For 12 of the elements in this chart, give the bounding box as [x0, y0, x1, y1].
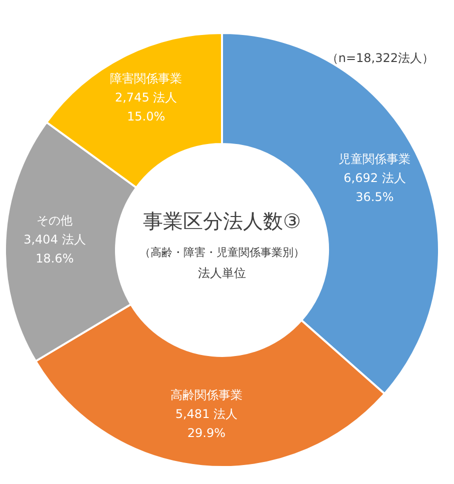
text: （高齢・障害・児童関係事業別）	[140, 246, 304, 259]
slice-label: その他	[36, 213, 73, 228]
slice-label: 障害関係事業	[110, 72, 182, 86]
text: 事業区分法人数③	[143, 209, 301, 233]
text: 法人単位	[198, 266, 246, 280]
data-label: 6,692 法人 36.5%	[344, 171, 406, 204]
slice-label: 高齢関係事業	[170, 388, 242, 402]
data-label: 3,404 法人 18.6%	[24, 232, 86, 266]
text: （n=18,322法人）	[326, 51, 434, 65]
data-label: 2,745 法人 15.0%	[114, 90, 178, 124]
slice-label: 児童関係事業	[338, 152, 411, 166]
data-label: 5,481 法人 29.9%	[175, 406, 238, 440]
